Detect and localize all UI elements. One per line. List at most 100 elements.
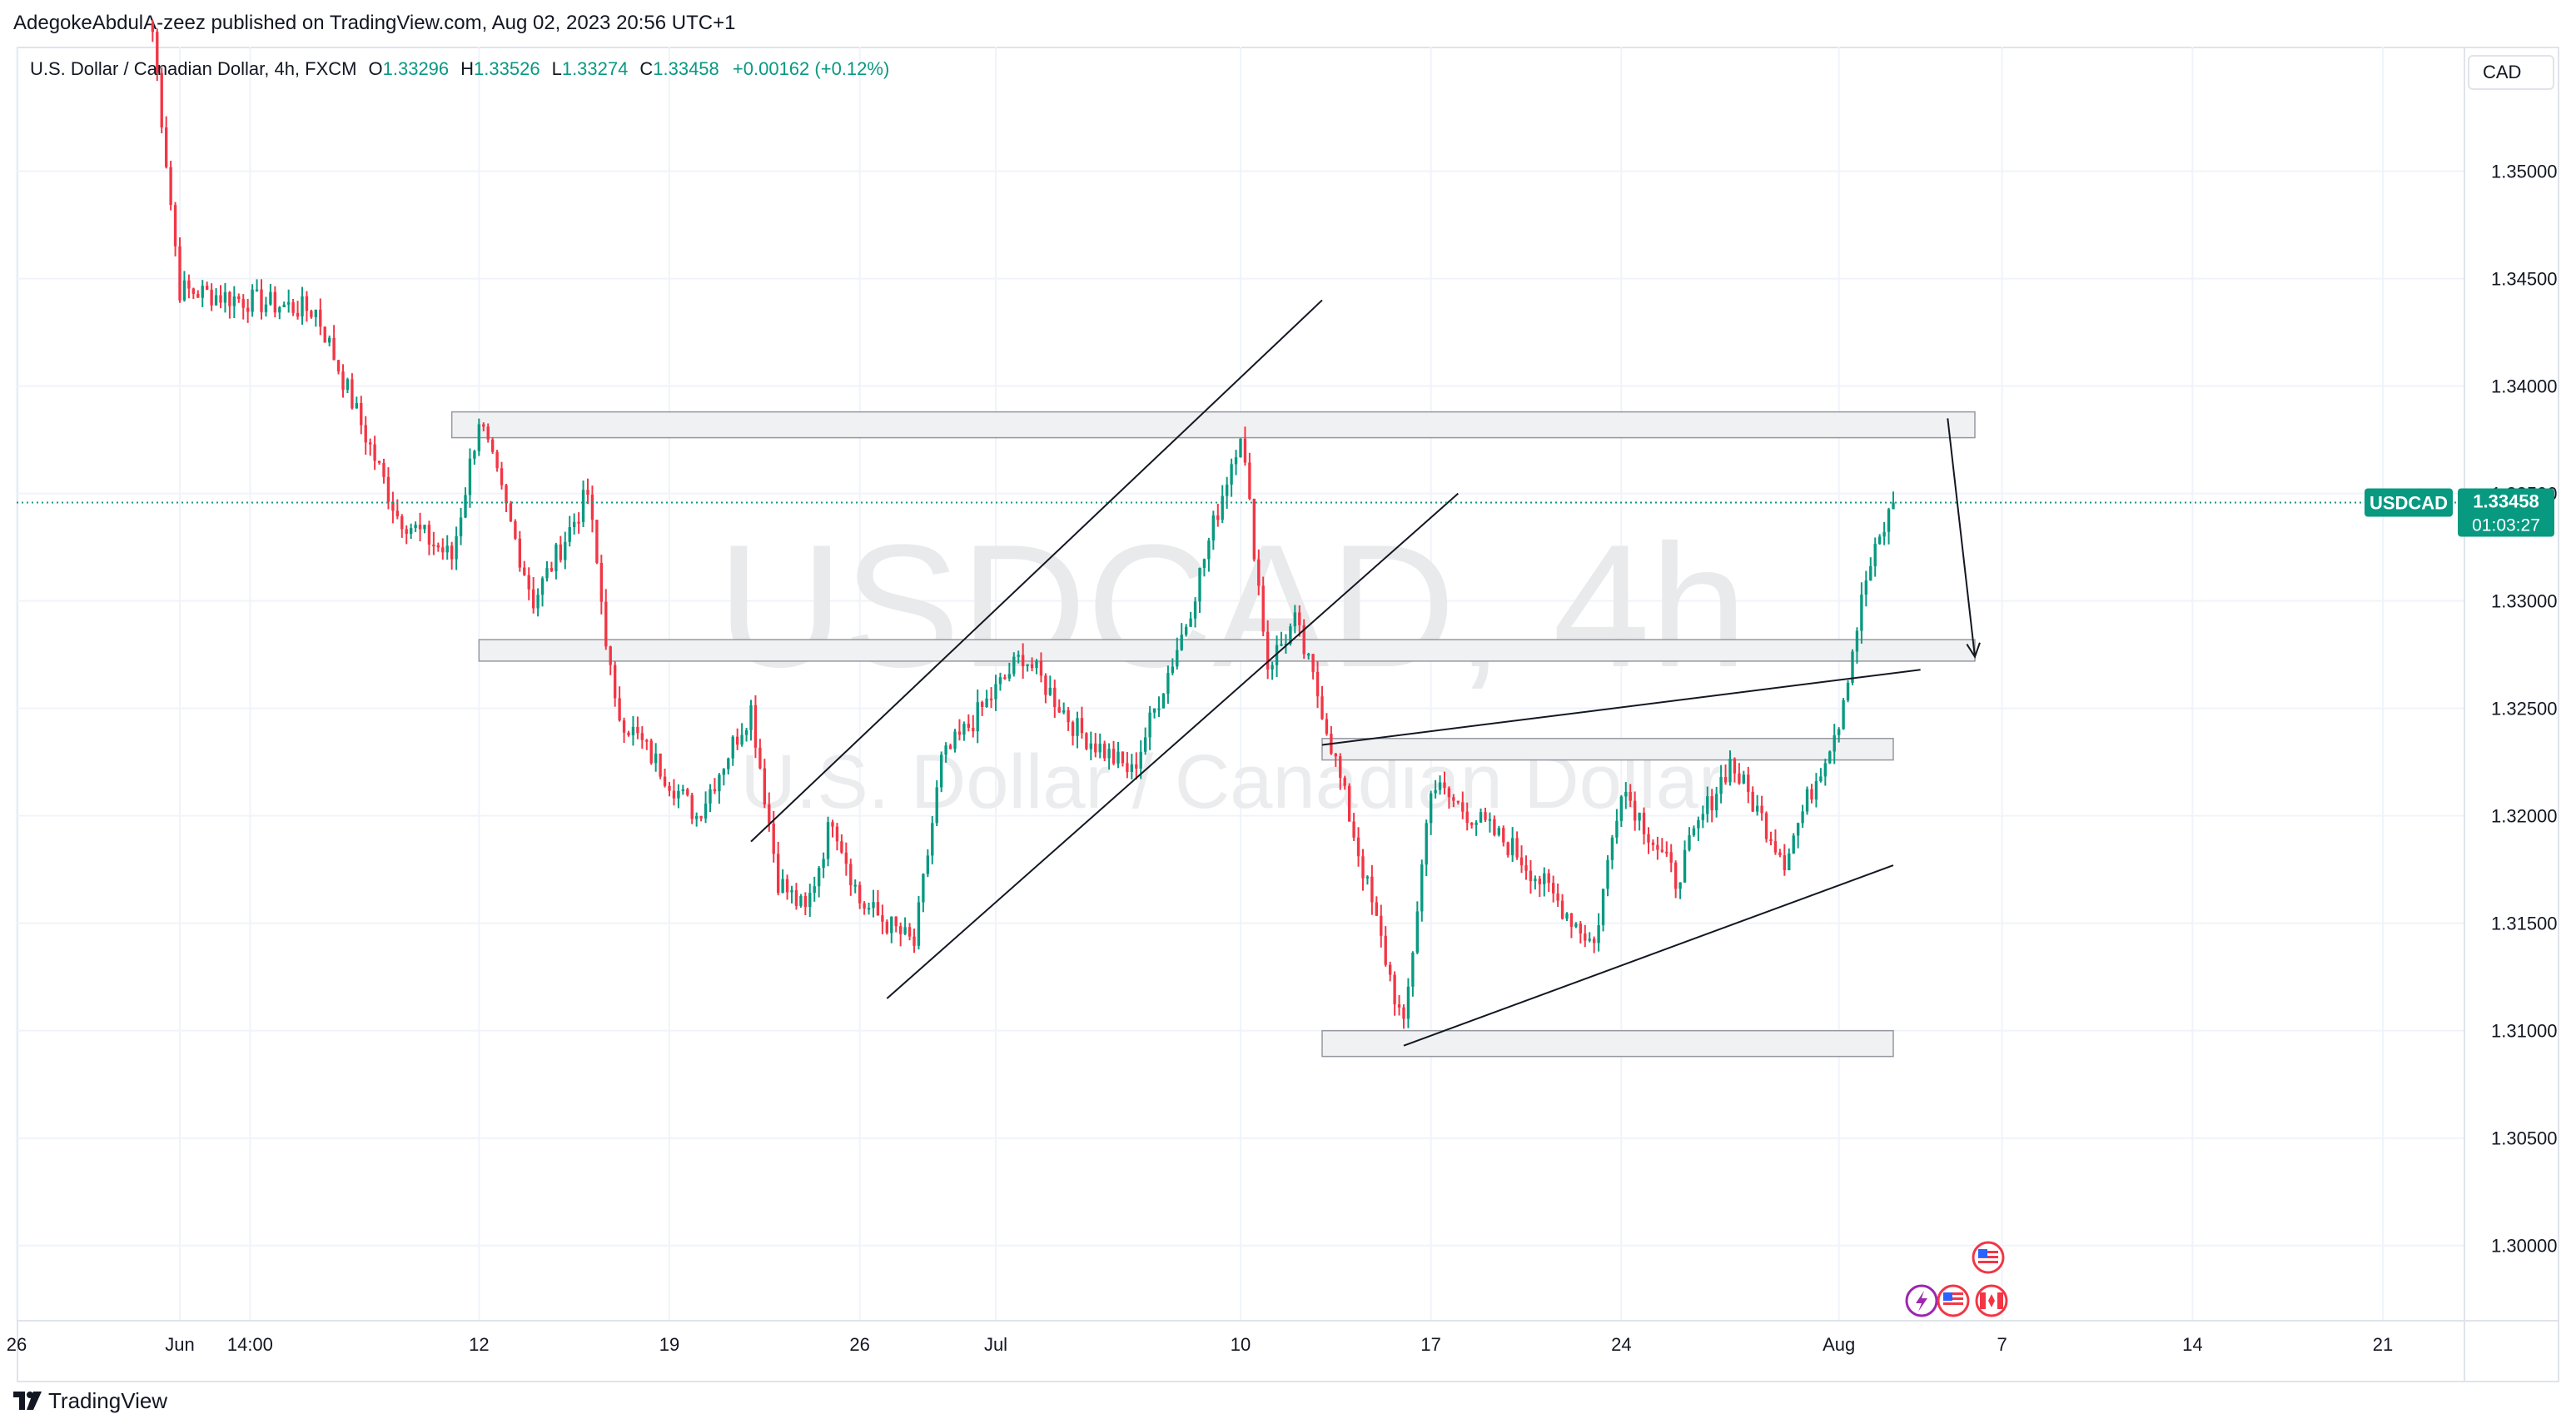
candle-body (1148, 712, 1151, 738)
candle-body (799, 896, 803, 906)
candle-body (414, 525, 417, 529)
candle-body (636, 726, 639, 734)
candle-body (477, 424, 481, 451)
candle-body (1846, 682, 1850, 700)
candle-body (1864, 580, 1868, 595)
candle-body (178, 246, 182, 301)
candle-body (1166, 673, 1170, 695)
candle-body (1488, 819, 1492, 821)
candle-body (1606, 859, 1609, 889)
candle-body (1193, 601, 1197, 619)
candle-body (1506, 842, 1509, 855)
candle-body (1116, 751, 1120, 764)
high-value: 1.33526 (474, 58, 540, 79)
lightning-event-icon[interactable] (1905, 1284, 1938, 1317)
candle-body (1556, 893, 1559, 901)
candle-body (599, 562, 604, 602)
candle-body (1393, 974, 1396, 1005)
candle-body (953, 731, 957, 749)
candle-body (1619, 796, 1624, 821)
candle-body (1569, 913, 1574, 927)
candle-body (1877, 536, 1882, 544)
candle-body (427, 525, 431, 545)
candle-body (1456, 800, 1460, 803)
candle-body (1624, 792, 1628, 797)
candle-body (160, 72, 163, 128)
candle-body (826, 822, 830, 859)
candle-body (182, 280, 186, 301)
price-tick-label: 1.32500 (2491, 699, 2558, 719)
candle-body (1837, 729, 1841, 735)
candle-body (486, 426, 490, 440)
candle-body (205, 286, 209, 290)
us-flag-icon[interactable] (1972, 1241, 2005, 1274)
candle-body (1044, 675, 1047, 695)
candle-body (967, 724, 971, 729)
us-flag-icon[interactable] (1937, 1284, 1970, 1317)
candle-body (885, 921, 889, 934)
candle-body (1597, 925, 1600, 944)
candle-body (785, 879, 789, 893)
candle-body (1089, 743, 1093, 749)
candle-body (939, 754, 943, 788)
candle-body (776, 854, 780, 894)
candle-body (1429, 793, 1433, 824)
candle-body (1610, 837, 1614, 860)
candle-body (196, 293, 200, 298)
candle-body (1184, 626, 1188, 635)
candle-body (813, 886, 816, 894)
candle-body (1688, 835, 1691, 850)
candle-body (1474, 822, 1478, 825)
tradingview-brand[interactable]: TradingView (13, 1382, 167, 1419)
candle-body (1887, 509, 1891, 532)
candle-body (976, 702, 979, 732)
candle-body (450, 545, 454, 560)
candle-body (264, 304, 268, 312)
candle-body (704, 804, 708, 819)
price-zone (478, 639, 1976, 662)
candle-body (1892, 502, 1895, 510)
candle-body (1026, 664, 1029, 667)
candle-body (709, 789, 712, 804)
candle-body (1719, 777, 1723, 794)
trendlines (750, 299, 1981, 1047)
candle-body (690, 794, 694, 819)
arrow-head (1966, 642, 1981, 660)
candle-body (1697, 819, 1700, 829)
candle-body (514, 520, 517, 539)
candle-body (355, 403, 359, 409)
canada-flag-icon[interactable] (1975, 1284, 2008, 1317)
candle-body (360, 403, 363, 426)
candle-body (1742, 774, 1746, 784)
candle-body (1176, 650, 1179, 667)
candle-body (391, 501, 395, 511)
candle-body (1615, 820, 1619, 838)
candle-body (1102, 744, 1106, 759)
candle-body (1284, 644, 1288, 646)
candle-body (1851, 651, 1854, 683)
candle-body (1411, 952, 1415, 987)
candle-body (1202, 559, 1206, 568)
candle-body (523, 567, 526, 575)
currency-selector[interactable]: CAD (2468, 55, 2554, 90)
symbol-description: U.S. Dollar / Canadian Dollar, 4h, FXCM (30, 58, 357, 79)
candle-body (1017, 655, 1020, 657)
candle-body (768, 804, 771, 824)
candle-body (1706, 796, 1709, 814)
candle-body (1370, 876, 1374, 903)
candle-body (822, 859, 825, 869)
candle-body (164, 127, 168, 167)
trendline (1321, 669, 1921, 746)
candle-body (405, 529, 408, 535)
candle-body (1107, 749, 1111, 759)
time-tick-label: 14:00 (227, 1334, 273, 1355)
candle-body (831, 822, 834, 827)
candle-body (368, 442, 372, 445)
price-axis: 1.350001.345001.340001.335001.330001.325… (2491, 162, 2558, 1257)
candle-body (758, 747, 762, 769)
candle-body (341, 371, 345, 391)
candle-body (908, 927, 912, 937)
candle-body (1855, 630, 1859, 652)
candle-body (1547, 873, 1550, 884)
